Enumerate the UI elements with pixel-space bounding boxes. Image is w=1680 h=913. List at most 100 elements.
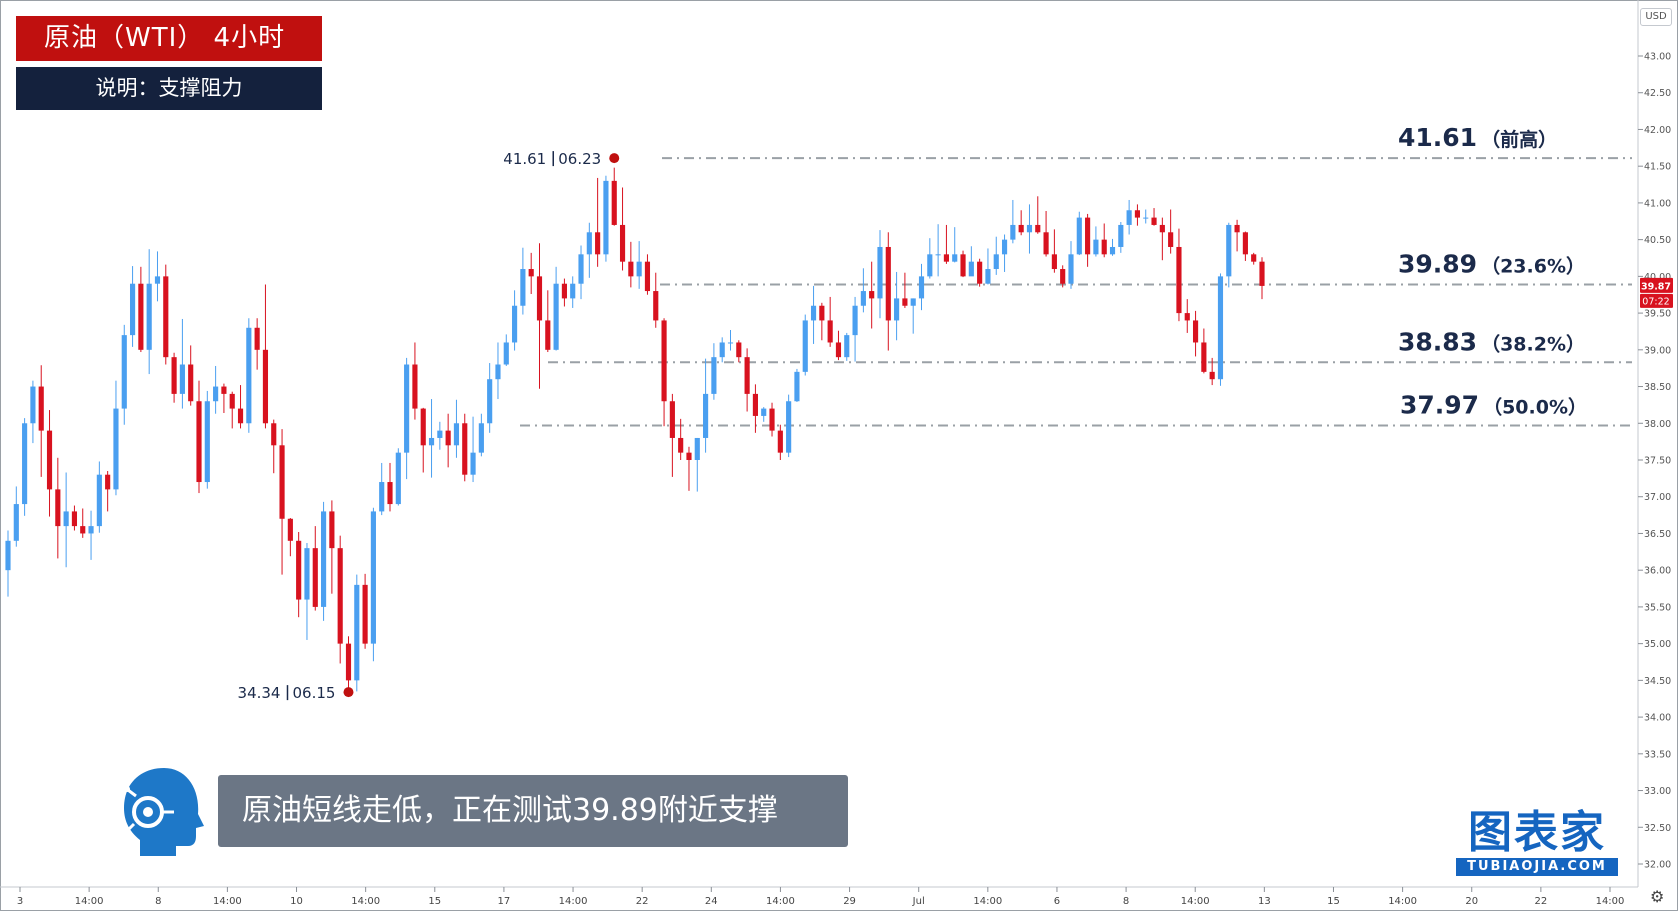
candle (1010, 199, 1016, 244)
price-tick-label: 42.00 (1644, 125, 1671, 136)
candle (910, 298, 916, 334)
candle-body (819, 305, 825, 321)
candle-body (918, 276, 925, 299)
price-tick-label: 43.00 (1644, 52, 1671, 63)
candle-body (1176, 246, 1182, 314)
level-labels: 41.61 （前高） 39.89 （23.6%） 38.83 （38.2%） 37.97 （5… (1398, 123, 1587, 419)
candle (927, 238, 933, 279)
candle (262, 284, 269, 429)
candle (453, 399, 460, 458)
candle (287, 518, 293, 557)
time-tick-label: 14:00 (973, 896, 1002, 907)
time-tick-label: 14:00 (559, 896, 588, 907)
candle (22, 418, 28, 516)
time-tick-label: 13 (1258, 896, 1271, 907)
candle-body (611, 180, 617, 225)
candle (628, 241, 634, 288)
candle (138, 266, 144, 353)
candle-body (30, 386, 36, 424)
candle (952, 227, 958, 263)
candle (404, 357, 410, 480)
candle-body (1010, 224, 1016, 240)
candle-body (1259, 261, 1265, 286)
caption-banner: 原油短线走低，正在测试39.89附近支撑 (218, 775, 848, 847)
candle-body (711, 357, 717, 394)
candle-body (345, 643, 352, 681)
candle (1226, 222, 1232, 288)
currency-label[interactable]: USD (1640, 8, 1672, 26)
candle-body (744, 357, 750, 394)
candle (827, 296, 833, 347)
candle-body (404, 364, 410, 453)
candle (379, 462, 385, 516)
candle (810, 285, 817, 344)
candle-body (1068, 254, 1074, 284)
candle-body (213, 386, 219, 402)
candle-body (1143, 217, 1149, 219)
candle (63, 472, 69, 568)
candle-body (1109, 246, 1116, 255)
candle-body (204, 401, 210, 483)
candle (1234, 219, 1240, 252)
chart-title: 原油（WTI） 4小时 (16, 16, 322, 61)
candle (163, 264, 169, 365)
time-tick-label: 14:00 (1388, 896, 1417, 907)
candle-body (129, 283, 136, 336)
watermark-logo: 图表家 TUBIAOJIA.COM (1452, 808, 1622, 880)
candle (129, 266, 136, 347)
candle (179, 318, 185, 409)
candle-body (237, 408, 244, 424)
price-tick-label: 36.00 (1644, 566, 1671, 577)
candle (221, 383, 227, 413)
time-axis: 3 14:00 8 14:00 10 14:00 15 17 14:00 22 24 14:00 29 J… (0, 886, 1638, 907)
candle (428, 399, 435, 478)
candle (1201, 328, 1207, 374)
candle (860, 268, 866, 313)
countdown-label: 07:22 (1642, 296, 1669, 307)
candle (1101, 223, 1107, 258)
price-tick-label: 41.00 (1644, 198, 1671, 209)
candle (561, 278, 567, 307)
candle (470, 416, 476, 483)
candle (727, 329, 734, 351)
candle-body (38, 386, 44, 431)
price-tick-label: 37.00 (1644, 492, 1671, 503)
candle-body (1001, 239, 1008, 255)
candle-body (1035, 224, 1041, 233)
candle (644, 254, 651, 295)
candle (1176, 228, 1182, 322)
candle-body (827, 320, 833, 343)
time-tick-label: 8 (155, 896, 161, 907)
candle-body (437, 430, 443, 438)
high-marker (609, 153, 620, 164)
candle (296, 531, 302, 618)
candle (1184, 299, 1190, 333)
candle (1043, 210, 1049, 257)
candle-body (379, 482, 385, 512)
candle (387, 462, 393, 512)
candle-body (1242, 232, 1248, 255)
candle (877, 230, 883, 319)
candle-body (512, 305, 518, 343)
time-tick-label: 15 (428, 896, 441, 907)
candle-body (96, 474, 102, 527)
candle-body (561, 283, 567, 299)
candle (1051, 229, 1057, 273)
candle-body (420, 408, 426, 446)
candle-body (1060, 269, 1066, 284)
candle (752, 384, 758, 433)
candle (1159, 217, 1165, 261)
candle-body (968, 261, 974, 277)
candle (960, 250, 966, 278)
candle (512, 290, 518, 351)
candle-body (279, 445, 285, 519)
candle-body (520, 269, 526, 306)
candle-body (462, 423, 468, 475)
price-tick-label: 32.00 (1644, 860, 1671, 871)
settings-gear-icon[interactable]: ⚙ (1650, 887, 1665, 906)
candle-body (777, 430, 783, 453)
candle (146, 249, 152, 375)
candle-body (1043, 232, 1049, 255)
watermark-subtitle: TUBIAOJIA.COM (1456, 858, 1618, 876)
